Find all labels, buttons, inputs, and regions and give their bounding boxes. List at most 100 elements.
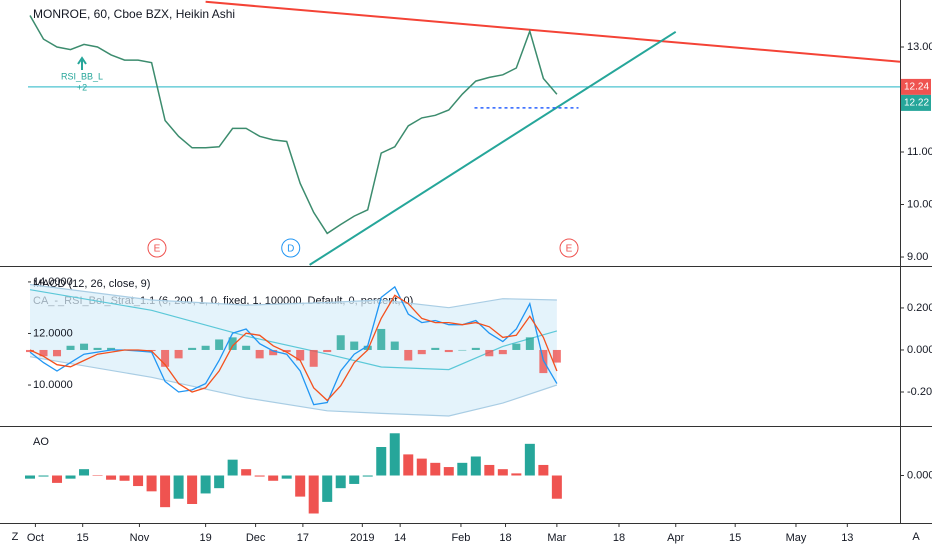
x-tick-label: Nov bbox=[130, 532, 150, 544]
histogram-bar bbox=[80, 343, 89, 350]
event-marker bbox=[559, 238, 579, 258]
histogram-bar bbox=[323, 349, 332, 353]
bar bbox=[106, 475, 117, 480]
histogram-bar bbox=[39, 349, 48, 357]
bar bbox=[52, 475, 63, 483]
histogram-bar bbox=[498, 349, 507, 355]
bar bbox=[457, 462, 468, 476]
histogram-bar bbox=[255, 349, 264, 359]
histogram-bar bbox=[471, 347, 480, 350]
macd-line bbox=[29, 285, 558, 406]
bar bbox=[443, 467, 454, 476]
bar bbox=[133, 475, 144, 487]
price-label: 12.22 bbox=[904, 98, 929, 109]
bar bbox=[281, 475, 292, 479]
histogram-bar bbox=[242, 345, 251, 350]
y-tick-label: 0.0000 bbox=[907, 469, 932, 481]
histogram-bar bbox=[66, 345, 75, 350]
macd-line bbox=[29, 294, 558, 402]
bar bbox=[25, 475, 35, 479]
histogram-bar bbox=[107, 347, 116, 350]
bar bbox=[511, 473, 522, 476]
trend-line bbox=[309, 30, 677, 266]
histogram-bar bbox=[485, 349, 494, 357]
event-marker bbox=[147, 238, 167, 258]
bar bbox=[524, 443, 535, 476]
x-tick-label: Apr bbox=[667, 532, 684, 544]
bar bbox=[470, 456, 481, 476]
x-tick-label: 15 bbox=[77, 532, 89, 544]
bar bbox=[92, 475, 103, 476]
bar bbox=[551, 475, 562, 499]
histogram-bar bbox=[431, 347, 440, 350]
indicator-title: AO bbox=[33, 436, 49, 448]
x-tick-label: 14 bbox=[394, 532, 406, 544]
price-label-box bbox=[901, 94, 931, 111]
bar bbox=[430, 462, 441, 476]
histogram-bar bbox=[188, 347, 197, 350]
histogram-bar bbox=[296, 349, 305, 361]
bar bbox=[308, 475, 319, 514]
y-tick-label: 10.00 bbox=[907, 198, 932, 210]
histogram-bar bbox=[26, 349, 34, 353]
bar bbox=[322, 475, 333, 502]
x-tick-label: Oct bbox=[27, 532, 44, 544]
band-basis bbox=[29, 289, 558, 371]
histogram-bar bbox=[377, 328, 386, 350]
x-tick-label: 2019 bbox=[350, 532, 374, 544]
bar bbox=[295, 475, 306, 497]
histogram-bar bbox=[512, 343, 521, 350]
histogram-bar bbox=[282, 349, 291, 353]
x-tick-label: 17 bbox=[297, 532, 309, 544]
band-lower bbox=[29, 356, 558, 417]
x-tick-label: 13 bbox=[841, 532, 853, 544]
x-tick-label: 19 bbox=[199, 532, 211, 544]
x-tick-label: Feb bbox=[451, 532, 470, 544]
histogram-bar bbox=[350, 341, 359, 350]
histogram-bar bbox=[525, 337, 534, 350]
histogram-bar bbox=[174, 349, 183, 359]
bar bbox=[38, 475, 49, 477]
histogram-bar bbox=[161, 349, 170, 367]
bar bbox=[227, 459, 238, 476]
bar bbox=[268, 475, 279, 481]
histogram-bar bbox=[309, 349, 318, 367]
histogram-bar bbox=[552, 349, 561, 363]
histogram-bar bbox=[336, 335, 345, 350]
corner-label[interactable]: A bbox=[912, 531, 920, 543]
histogram-bar bbox=[269, 349, 278, 356]
corner-label[interactable]: Z bbox=[12, 531, 19, 543]
x-tick-label: Mar bbox=[547, 532, 566, 544]
bar bbox=[389, 433, 400, 476]
histogram-bar bbox=[458, 349, 467, 351]
bar bbox=[538, 464, 549, 476]
bar bbox=[376, 447, 387, 476]
histogram-bar bbox=[363, 345, 372, 350]
price-label-box bbox=[901, 78, 931, 95]
signal-label: RSI_BB_L bbox=[61, 71, 103, 81]
price-line bbox=[29, 15, 558, 235]
histogram-bar bbox=[93, 347, 102, 350]
x-tick-label: 15 bbox=[729, 532, 741, 544]
bar bbox=[335, 475, 346, 489]
bar bbox=[497, 469, 508, 476]
bar bbox=[79, 469, 90, 476]
x-tick-label: 18 bbox=[499, 532, 511, 544]
bar bbox=[200, 475, 211, 494]
bar bbox=[403, 454, 414, 476]
price-label: 12.24 bbox=[904, 82, 929, 93]
bar bbox=[173, 475, 184, 499]
band-fill bbox=[30, 284, 557, 416]
histogram-bar bbox=[215, 339, 224, 350]
histogram-bar bbox=[417, 349, 426, 355]
histogram-bar bbox=[404, 349, 413, 361]
x-tick-label: 18 bbox=[613, 532, 625, 544]
bar bbox=[416, 458, 427, 476]
indicator-title: MACD (12, 26, close, 9) bbox=[33, 278, 150, 290]
histogram-bar bbox=[390, 341, 399, 350]
